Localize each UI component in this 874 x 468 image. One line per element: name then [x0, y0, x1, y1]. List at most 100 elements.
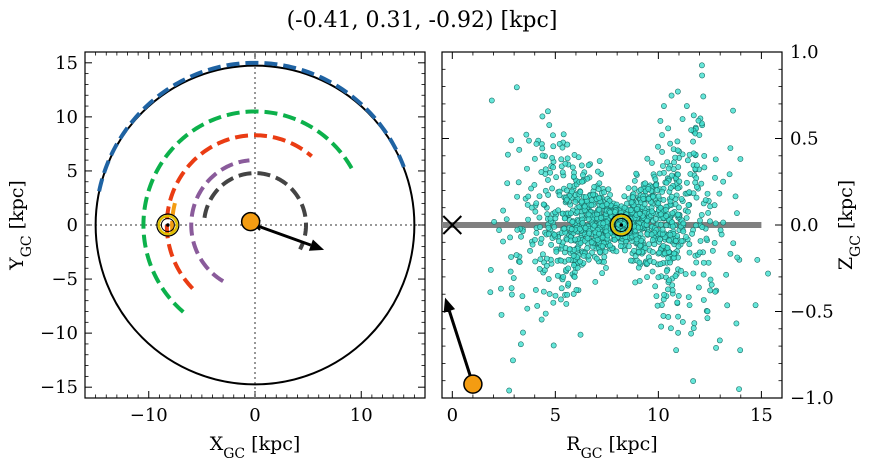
scatter-point [703, 235, 710, 242]
scatter-point [712, 174, 718, 181]
right-object-marker [463, 374, 483, 394]
right-panel-rz: 0 5 10 15 −1.0 −0.5 0.0 0.5 1.0 RGC [kpc] ZGC [k… [441, 42, 864, 462]
scatter-point [651, 259, 657, 266]
scatter-point [644, 274, 650, 280]
scatter-point [555, 238, 562, 245]
scatter-point [686, 249, 693, 256]
scatter-point [675, 243, 682, 250]
scatter-point [546, 291, 553, 297]
scatter-point [654, 187, 661, 194]
scatter-point [498, 285, 504, 292]
left-velocity-arrow-head [308, 239, 325, 251]
scatter-point [552, 292, 559, 299]
scatter-point [672, 238, 679, 244]
scatter-point [700, 271, 707, 278]
scatter-point [648, 208, 655, 215]
scatter-point [538, 316, 545, 323]
scatter-point [694, 162, 700, 169]
scatter-point [547, 215, 554, 222]
scatter-point [577, 189, 584, 195]
scatter-point [659, 188, 666, 195]
scatter-point [540, 201, 547, 208]
scatter-point [707, 218, 713, 225]
scatter-point [720, 219, 727, 226]
scatter-point [683, 234, 689, 240]
scatter-point [652, 176, 659, 183]
scatter-point [510, 357, 516, 364]
orbit-arc-5 [202, 171, 308, 251]
scatter-point [539, 113, 546, 120]
scatter-point [684, 157, 691, 164]
scatter-point [488, 97, 495, 104]
scatter-point [637, 242, 644, 249]
scatter-point [657, 236, 663, 243]
scatter-point [549, 185, 555, 192]
scatter-point [674, 147, 681, 154]
scatter-point [669, 287, 676, 294]
scatter-point [631, 177, 638, 184]
scatter-point [702, 197, 709, 204]
scatter-point [670, 166, 677, 173]
scatter-point [596, 230, 602, 237]
scatter-point [699, 62, 705, 69]
scatter-point [560, 131, 567, 138]
left-ytick-label: 5 [67, 161, 78, 182]
scatter-point [680, 228, 687, 235]
scatter-point [570, 262, 577, 269]
left-panel-xy: −10 0 10 −15 −10 −5 0 5 10 15 XGC [kpc] YGC [kpc] [6, 51, 426, 462]
scatter-point [654, 302, 661, 309]
scatter-point [572, 236, 579, 243]
scatter-point [674, 138, 681, 145]
scatter-point [601, 189, 607, 196]
scatter-point [697, 238, 704, 244]
scatter-point [545, 108, 551, 115]
scatter-point [588, 202, 595, 209]
scatter-point [692, 222, 699, 229]
scatter-point [542, 310, 549, 317]
scatter-point [663, 213, 670, 219]
scatter-point [656, 170, 663, 177]
scatter-point [663, 179, 670, 186]
scatter-point [621, 204, 628, 211]
scatter-point [550, 299, 557, 306]
scatter-point [658, 211, 664, 218]
left-sun-marker-dot [166, 223, 170, 227]
scatter-point [675, 313, 681, 320]
scatter-point [628, 199, 635, 206]
scatter-point [726, 171, 733, 178]
scatter-point [727, 250, 734, 257]
scatter-point [628, 257, 634, 264]
scatter-point [659, 149, 665, 155]
scatter-point [675, 329, 682, 336]
scatter-point [672, 154, 679, 161]
scatter-point [686, 189, 693, 196]
scatter-point [520, 329, 526, 336]
scatter-point [550, 132, 556, 139]
scatter-point [549, 155, 555, 161]
scatter-point [689, 230, 695, 237]
scatter-point [711, 202, 718, 209]
scatter-point [642, 180, 649, 187]
scatter-point [730, 240, 737, 247]
scatter-point [641, 201, 648, 208]
scatter-point [668, 92, 675, 99]
scatter-point [538, 169, 545, 175]
left-ticks: −10 0 10 −15 −10 −5 0 5 10 15 [40, 52, 425, 426]
scatter-point [713, 344, 719, 351]
scatter-point [565, 265, 572, 272]
scatter-point [605, 186, 612, 193]
scatter-point [657, 261, 664, 267]
scatter-point [571, 152, 578, 158]
scatter-point [588, 197, 595, 204]
scatter-point [637, 186, 644, 193]
scatter-point [730, 107, 736, 114]
scatter-point [727, 145, 734, 151]
scatter-point [543, 262, 550, 269]
scatter-point [617, 243, 624, 250]
right-ytick-label: 0.5 [790, 129, 819, 150]
scatter-point [545, 192, 552, 198]
scatter-point [685, 208, 691, 215]
scatter-point [672, 273, 679, 280]
scatter-point [649, 237, 656, 243]
